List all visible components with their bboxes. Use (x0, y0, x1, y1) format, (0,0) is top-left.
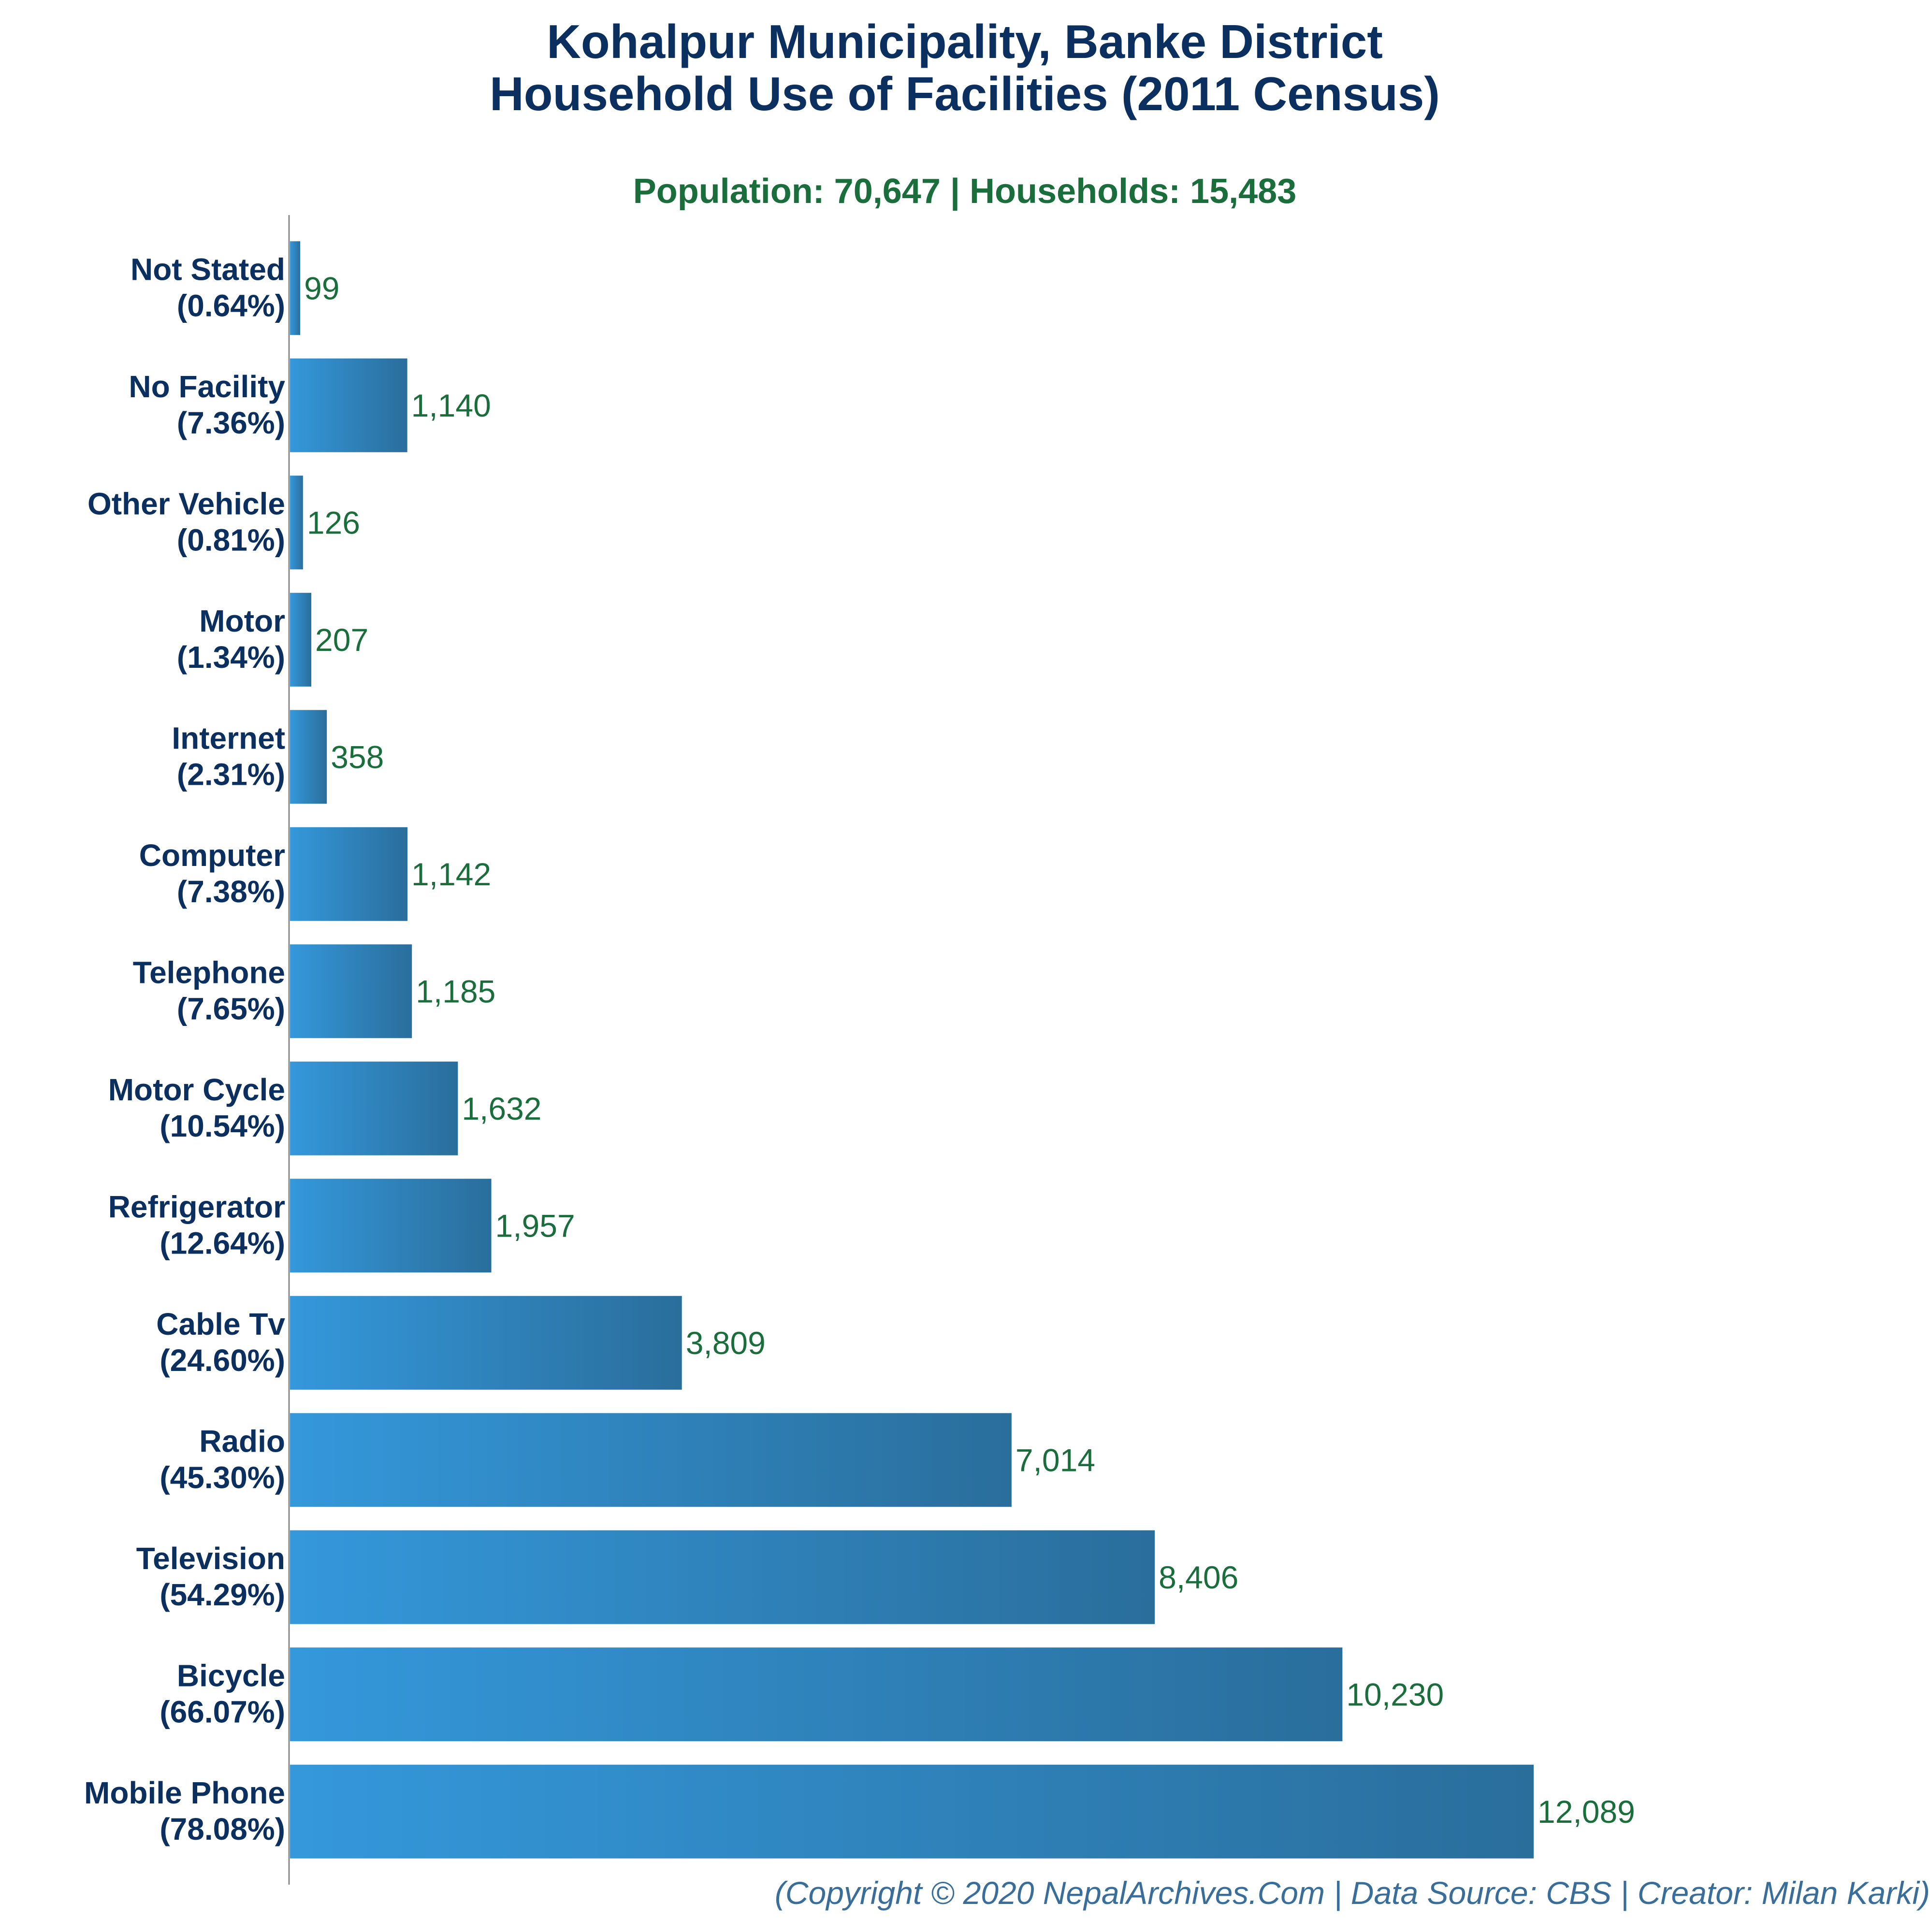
category-percent-label: (10.54%) (160, 1109, 285, 1143)
category-label: Mobile Phone (84, 1775, 285, 1810)
category-percent-label: (0.64%) (177, 288, 285, 323)
category-label: Cable Tv (156, 1307, 285, 1341)
value-label: 3,809 (686, 1325, 766, 1361)
bar-internet (290, 710, 327, 804)
category-percent-label: (45.30%) (160, 1460, 285, 1495)
bar-television (290, 1530, 1155, 1624)
value-label: 207 (315, 622, 368, 658)
bar-cable-tv (290, 1296, 682, 1390)
bar-motor-cycle (290, 1061, 458, 1155)
bar-other-vehicle (290, 476, 303, 570)
category-percent-label: (0.81%) (177, 522, 285, 557)
value-label: 1,140 (411, 388, 491, 423)
category-label: Motor Cycle (108, 1072, 285, 1107)
category-percent-label: (7.38%) (177, 874, 285, 909)
chart-title-line-1: Kohalpur Municipality, Banke District (547, 15, 1383, 68)
category-label: Bicycle (177, 1658, 285, 1693)
category-percent-label: (7.36%) (177, 405, 285, 440)
value-label: 10,230 (1346, 1676, 1444, 1712)
chart-title-line-2: Household Use of Facilities (2011 Census… (490, 67, 1440, 120)
category-label: Television (136, 1541, 285, 1576)
bar-radio (290, 1413, 1012, 1507)
category-label: Internet (172, 721, 285, 755)
value-label: 1,142 (411, 856, 491, 892)
value-label: 7,014 (1016, 1442, 1095, 1478)
bar-refrigerator (290, 1179, 492, 1273)
category-percent-label: (78.08%) (160, 1812, 285, 1846)
chart-subtitle: Population: 70,647 | Households: 15,483 (633, 172, 1297, 211)
value-label: 1,957 (495, 1208, 575, 1243)
bar-bicycle (290, 1647, 1343, 1742)
value-label: 126 (307, 505, 360, 540)
category-percent-label: (54.29%) (160, 1577, 285, 1612)
bar-telephone (290, 944, 412, 1038)
value-label: 12,089 (1538, 1794, 1635, 1830)
bar-not-stated (290, 241, 301, 335)
value-label: 1,185 (416, 973, 495, 1009)
category-percent-label: (12.64%) (160, 1226, 285, 1260)
category-label: Not Stated (131, 252, 285, 287)
bar-motor (290, 592, 312, 687)
category-percent-label: (7.65%) (177, 991, 285, 1026)
category-label: Other Vehicle (87, 486, 285, 521)
value-label: 1,632 (462, 1091, 541, 1126)
bar-computer (290, 827, 408, 921)
value-label: 358 (331, 739, 384, 775)
chart-footer: (Copyright © 2020 NepalArchives.Com | Da… (775, 1875, 1930, 1912)
category-label: Motor (199, 604, 285, 638)
category-label: Refrigerator (108, 1189, 285, 1224)
bars-group: 99 Not Stated(0.64%) 1,140 No Facility(7.36… (84, 241, 1635, 1859)
category-label: Computer (139, 838, 285, 873)
bar-mobile-phone (290, 1764, 1534, 1859)
bar-no-facility (290, 358, 407, 452)
category-percent-label: (1.34%) (177, 640, 285, 675)
category-percent-label: (66.07%) (160, 1694, 285, 1729)
value-label: 99 (304, 270, 339, 306)
category-label: Telephone (133, 955, 285, 990)
value-label: 8,406 (1159, 1559, 1238, 1595)
category-percent-label: (2.31%) (177, 757, 285, 792)
category-label: No Facility (129, 369, 285, 404)
category-label: Radio (199, 1424, 285, 1458)
category-percent-label: (24.60%) (160, 1343, 285, 1378)
